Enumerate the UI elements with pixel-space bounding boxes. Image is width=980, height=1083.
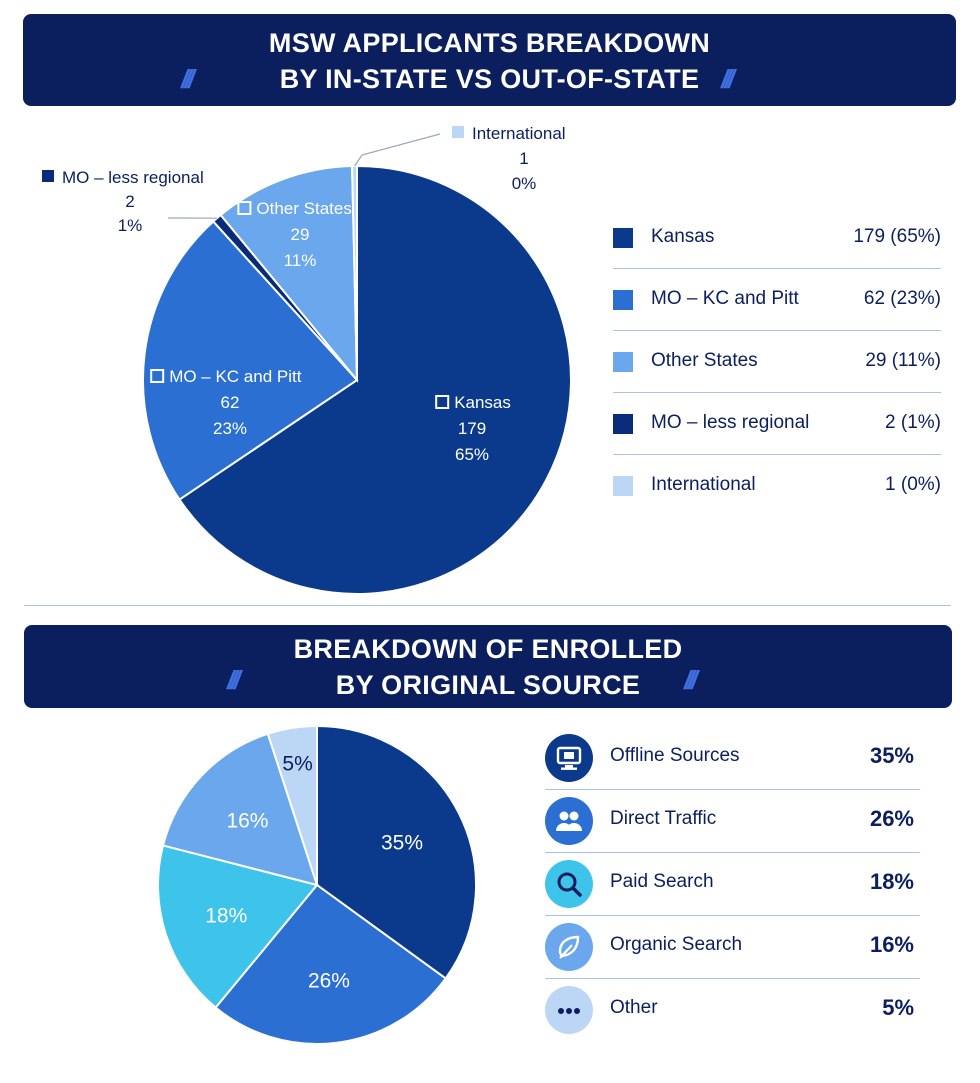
pie-slice-mo-kc-and-pitt (142, 220, 359, 501)
slice-percent-label: 65% (455, 445, 489, 464)
applicants-title-line2: BY IN-STATE VS OUT-OF-STATE (279, 64, 700, 94)
legend-row-kansas: Kansas 179 (65%) (613, 206, 941, 269)
source-value: 35% (869, 743, 914, 768)
legend-row-mo-less-regional: MO – less regional 2 (1%) (613, 392, 941, 455)
dots-icon (545, 986, 593, 1034)
pie-slice-offline-sources (316, 724, 477, 980)
source-row-organic-search: Organic Search 16% (545, 916, 920, 979)
label-marker-icon (435, 395, 450, 409)
slice-label-mo-less-regional: MO – less regional 2 1% (42, 168, 217, 235)
applicants-title-line1: MSW APPLICANTS BREAKDOWN (268, 28, 711, 58)
legend-row-mo-kc-and-pitt: MO – KC and Pitt 62 (23%) (613, 268, 941, 331)
pie-slice-kansas (178, 164, 572, 595)
legend-label: Other States (651, 350, 758, 371)
slice-percent-label: 26% (308, 970, 350, 993)
source-row-direct-traffic: Direct Traffic 26% (545, 790, 920, 853)
section-divider (24, 605, 951, 606)
pie-slice-paid-search (157, 844, 319, 1009)
legend-value: 29 (11%) (865, 350, 941, 371)
legend-swatch (613, 228, 633, 248)
source-label: Offline Sources (610, 745, 740, 766)
slice-percent-label: 11% (284, 251, 317, 270)
slice-label-international: International 1 0% (354, 124, 566, 193)
slice-value-label: 29 (291, 225, 310, 244)
slice-name-label: MO – KC and Pitt (169, 367, 302, 386)
slash-decoration-right: /// (684, 665, 698, 695)
slice-value-label: 2 (125, 192, 134, 211)
label-marker-icon (150, 369, 165, 383)
label-marker-icon (42, 170, 54, 182)
slice-percent-label: 23% (213, 419, 247, 438)
source-row-other: Other 5% (545, 979, 920, 1041)
slice-name-label: Other States (256, 199, 351, 218)
slice-percent-label: 35% (381, 832, 423, 855)
legend-label: MO – less regional (651, 412, 810, 433)
slice-percent-label: 5% (282, 753, 312, 776)
legend-label: Kansas (651, 226, 715, 247)
slice-percent-label: 18% (205, 904, 247, 927)
applicants-banner: MSW APPLICANTS BREAKDOWN BY IN-STATE VS … (23, 14, 956, 106)
label-marker-icon (452, 126, 464, 138)
source-row-offline-sources: Offline Sources 35% (545, 727, 920, 790)
source-row-paid-search: Paid Search 18% (545, 853, 920, 916)
slice-value-label: 1 (519, 149, 528, 168)
legend-value: 62 (23%) (863, 288, 941, 309)
source-label: Organic Search (610, 934, 743, 955)
legend-swatch (613, 352, 633, 372)
enrolled-title-line1: BREAKDOWN OF ENROLLED (293, 634, 683, 664)
source-value: 5% (882, 995, 914, 1020)
search-icon (545, 860, 593, 908)
enrolled-banner: BREAKDOWN OF ENROLLED BY ORIGINAL SOURCE… (24, 625, 952, 708)
pie-slice-organic-search (161, 732, 319, 887)
applicants-pie-chart: Kansas 179 65% MO – KC and Pitt 62 23% Other S… (42, 124, 572, 595)
slice-percent-label: 1% (118, 216, 143, 235)
source-label: Paid Search (610, 871, 714, 892)
slice-name-label: Kansas (454, 393, 511, 412)
legend-label: MO – KC and Pitt (651, 288, 799, 309)
label-marker-icon (237, 201, 252, 215)
leaf-icon (545, 923, 593, 971)
pie-slice-international (351, 164, 358, 381)
legend-label: International (651, 474, 756, 495)
slice-label-mo-kc-and-pitt: MO – KC and Pitt 62 23% (150, 367, 302, 438)
source-value: 26% (869, 806, 914, 831)
legend-swatch (613, 476, 633, 496)
source-value: 18% (869, 869, 914, 894)
source-label: Direct Traffic (610, 808, 717, 829)
legend-row-other-states: Other States 29 (11%) (613, 330, 941, 393)
slice-label-other-states: Other States 29 11% (237, 199, 352, 270)
pie-slice-other-states (219, 165, 359, 383)
slice-value-label: 62 (221, 393, 240, 412)
slice-name-label: International (472, 124, 566, 143)
leader-line (354, 133, 441, 167)
monitor-icon (545, 734, 593, 782)
slice-name-label: MO – less regional (62, 168, 204, 187)
pie-slice-direct-traffic (214, 883, 448, 1045)
slash-decoration-left: /// (227, 665, 241, 695)
enrolled-title-line2: BY ORIGINAL SOURCE (335, 670, 641, 700)
legend-swatch (613, 414, 633, 434)
legend-row-international: International 1 (0%) (613, 454, 941, 516)
slice-label-kansas: Kansas 179 65% (435, 393, 511, 464)
source-label: Other (610, 997, 658, 1018)
slice-percent-label: 16% (226, 810, 268, 833)
pie-slice-other (266, 724, 318, 886)
legend-value: 1 (0%) (885, 474, 941, 495)
users-icon (545, 797, 593, 845)
legend-swatch (613, 290, 633, 310)
legend-value: 179 (65%) (853, 226, 941, 247)
slice-percent-label: 0% (512, 174, 537, 193)
source-value: 16% (869, 932, 914, 957)
slice-value-label: 179 (458, 419, 486, 438)
legend-value: 2 (1%) (885, 412, 941, 433)
